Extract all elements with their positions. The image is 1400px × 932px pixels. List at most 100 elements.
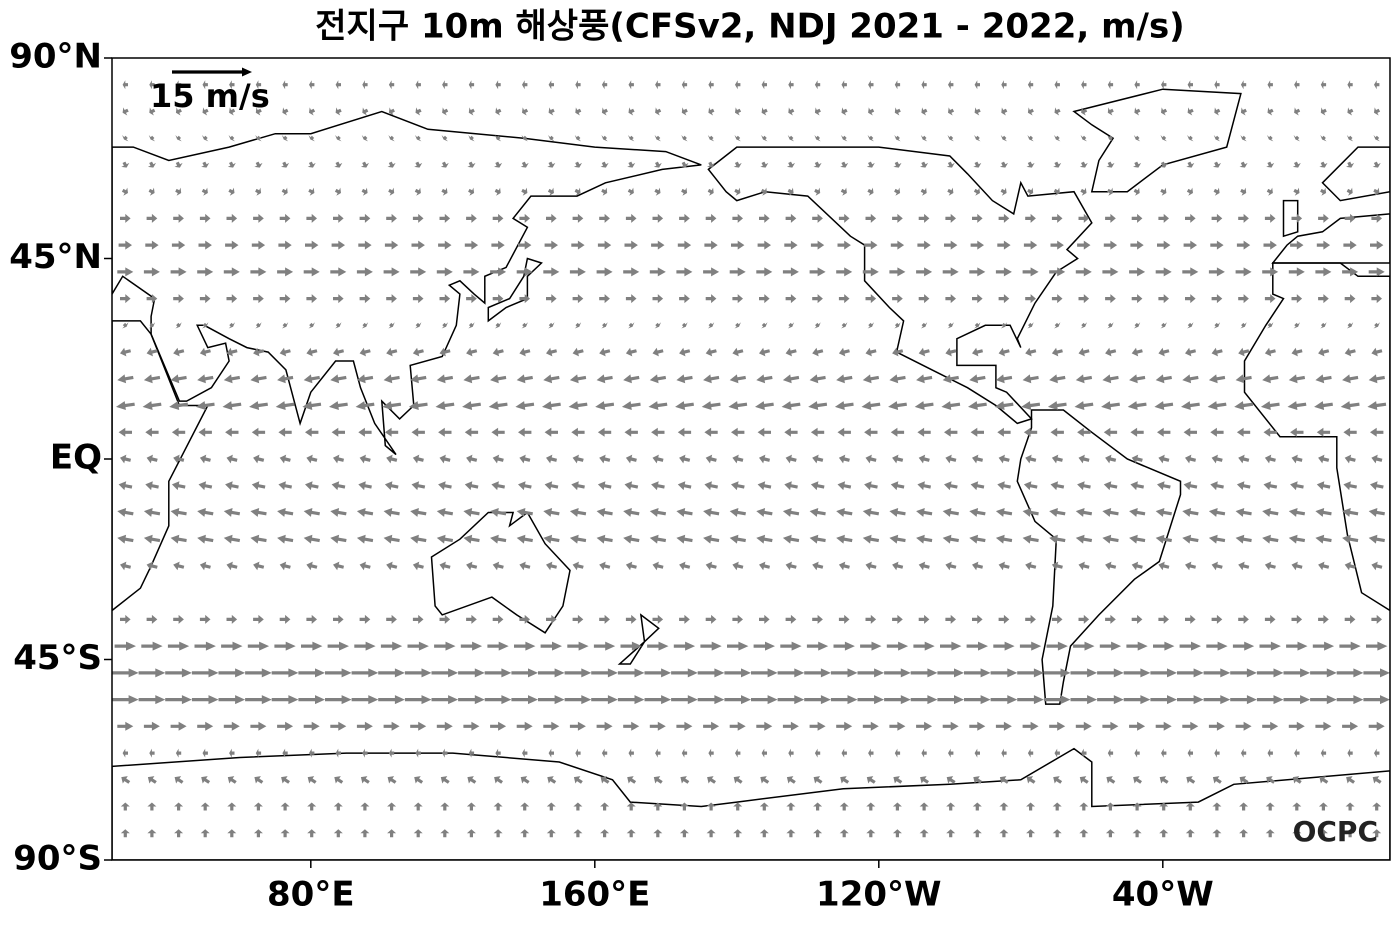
wind-arrow [492,454,504,464]
wind-arrow [652,454,664,464]
wind-arrow [494,135,502,142]
wind-arrow [254,161,263,168]
wind-arrow [466,294,477,304]
wind-arrow [1265,829,1275,838]
wind-arrow [120,213,131,223]
wind-arrow [464,427,479,437]
wind-arrow [1342,534,1359,544]
wind-arrow [681,748,688,758]
wind-arrow [197,508,214,517]
wind-arrow [255,80,262,90]
wind-arrow [997,427,1011,437]
wind-arrow [679,454,691,464]
wind-arrow [280,802,290,811]
wind-arrow [892,294,903,304]
wind-arrow [138,695,166,705]
wind-arrow [966,641,988,651]
wind-arrow [1106,161,1115,168]
wind-arrow [197,374,214,384]
wind-arrow [1078,614,1090,624]
wind-arrow [837,481,852,491]
wind-arrow [281,322,289,329]
wind-arrow [250,534,267,544]
wind-arrow [120,294,131,304]
wind-arrow [484,695,512,705]
wind-arrow [245,695,272,705]
wind-arrow [1078,454,1090,464]
wind-arrow [191,695,219,705]
wind-arrow [944,240,958,250]
wind-arrow [1293,187,1300,196]
wind-arrow [591,668,618,678]
wind-arrow [864,481,878,491]
wind-arrow [679,614,690,624]
wind-arrow [250,508,267,517]
x-tick-label: 80°E [267,875,355,915]
wind-arrow [841,748,847,758]
coastline [112,320,210,612]
wind-arrow [1260,401,1280,410]
wind-arrow [1239,161,1248,168]
wind-arrow [596,267,613,277]
wind-arrow [386,561,398,571]
wind-arrow [1049,374,1066,384]
wind-arrow [1262,374,1279,384]
wind-arrow [574,187,581,196]
wind-arrow [460,641,483,651]
wind-arrow [440,829,450,838]
wind-arrow [1291,614,1303,624]
wind-arrow [247,641,270,651]
wind-arrow [516,374,533,384]
wind-arrow [173,213,184,223]
wind-arrow [1207,401,1227,410]
wind-arrow [1185,347,1196,357]
wind-arrow [463,374,480,384]
wind-arrow [1052,802,1062,811]
wind-arrow [1103,240,1118,250]
wind-arrow [1027,135,1034,142]
wind-arrow [1373,135,1380,142]
wind-arrow [1371,294,1382,304]
wind-arrow [948,80,954,90]
wind-arrow [1070,668,1098,678]
wind-arrow [1240,107,1247,116]
wind-arrow [1043,668,1071,678]
wind-arrow [229,80,235,90]
wind-arrow [1240,80,1247,90]
wind-arrow [707,187,714,196]
wind-arrow [303,267,320,277]
wind-arrow [1235,374,1252,384]
wind-arrow [974,80,980,90]
wind-arrow [596,534,613,544]
wind-arrow [279,213,291,223]
wind-arrow [173,347,185,357]
wind-arrow [1182,267,1199,277]
wind-arrow [1344,561,1356,571]
wind-arrow [1262,267,1279,277]
wind-arrow [281,776,290,784]
wind-arrow [255,107,262,116]
wind-arrow [1372,802,1382,811]
wind-arrow [1264,347,1276,357]
wind-arrow [1293,322,1300,329]
wind-arrow [1343,240,1357,250]
wind-arrow [785,213,797,223]
wind-arrow [439,347,451,357]
wind-arrow [356,267,373,277]
wind-arrow [1214,748,1220,758]
wind-arrow [1262,534,1279,544]
wind-arrow [1102,374,1119,384]
wind-arrow [1292,829,1302,838]
wind-arrow [277,267,294,277]
wind-arrow [1133,135,1141,142]
wind-arrow [384,427,399,437]
wind-arrow [491,427,505,437]
wind-arrow [1363,668,1390,678]
wind-arrow [307,776,317,784]
wind-arrow [1053,161,1062,168]
wind-arrow [1371,347,1383,357]
wind-arrow [1291,294,1303,304]
wind-arrow [644,695,672,705]
wind-arrow [596,508,613,517]
wind-arrow [197,267,214,277]
